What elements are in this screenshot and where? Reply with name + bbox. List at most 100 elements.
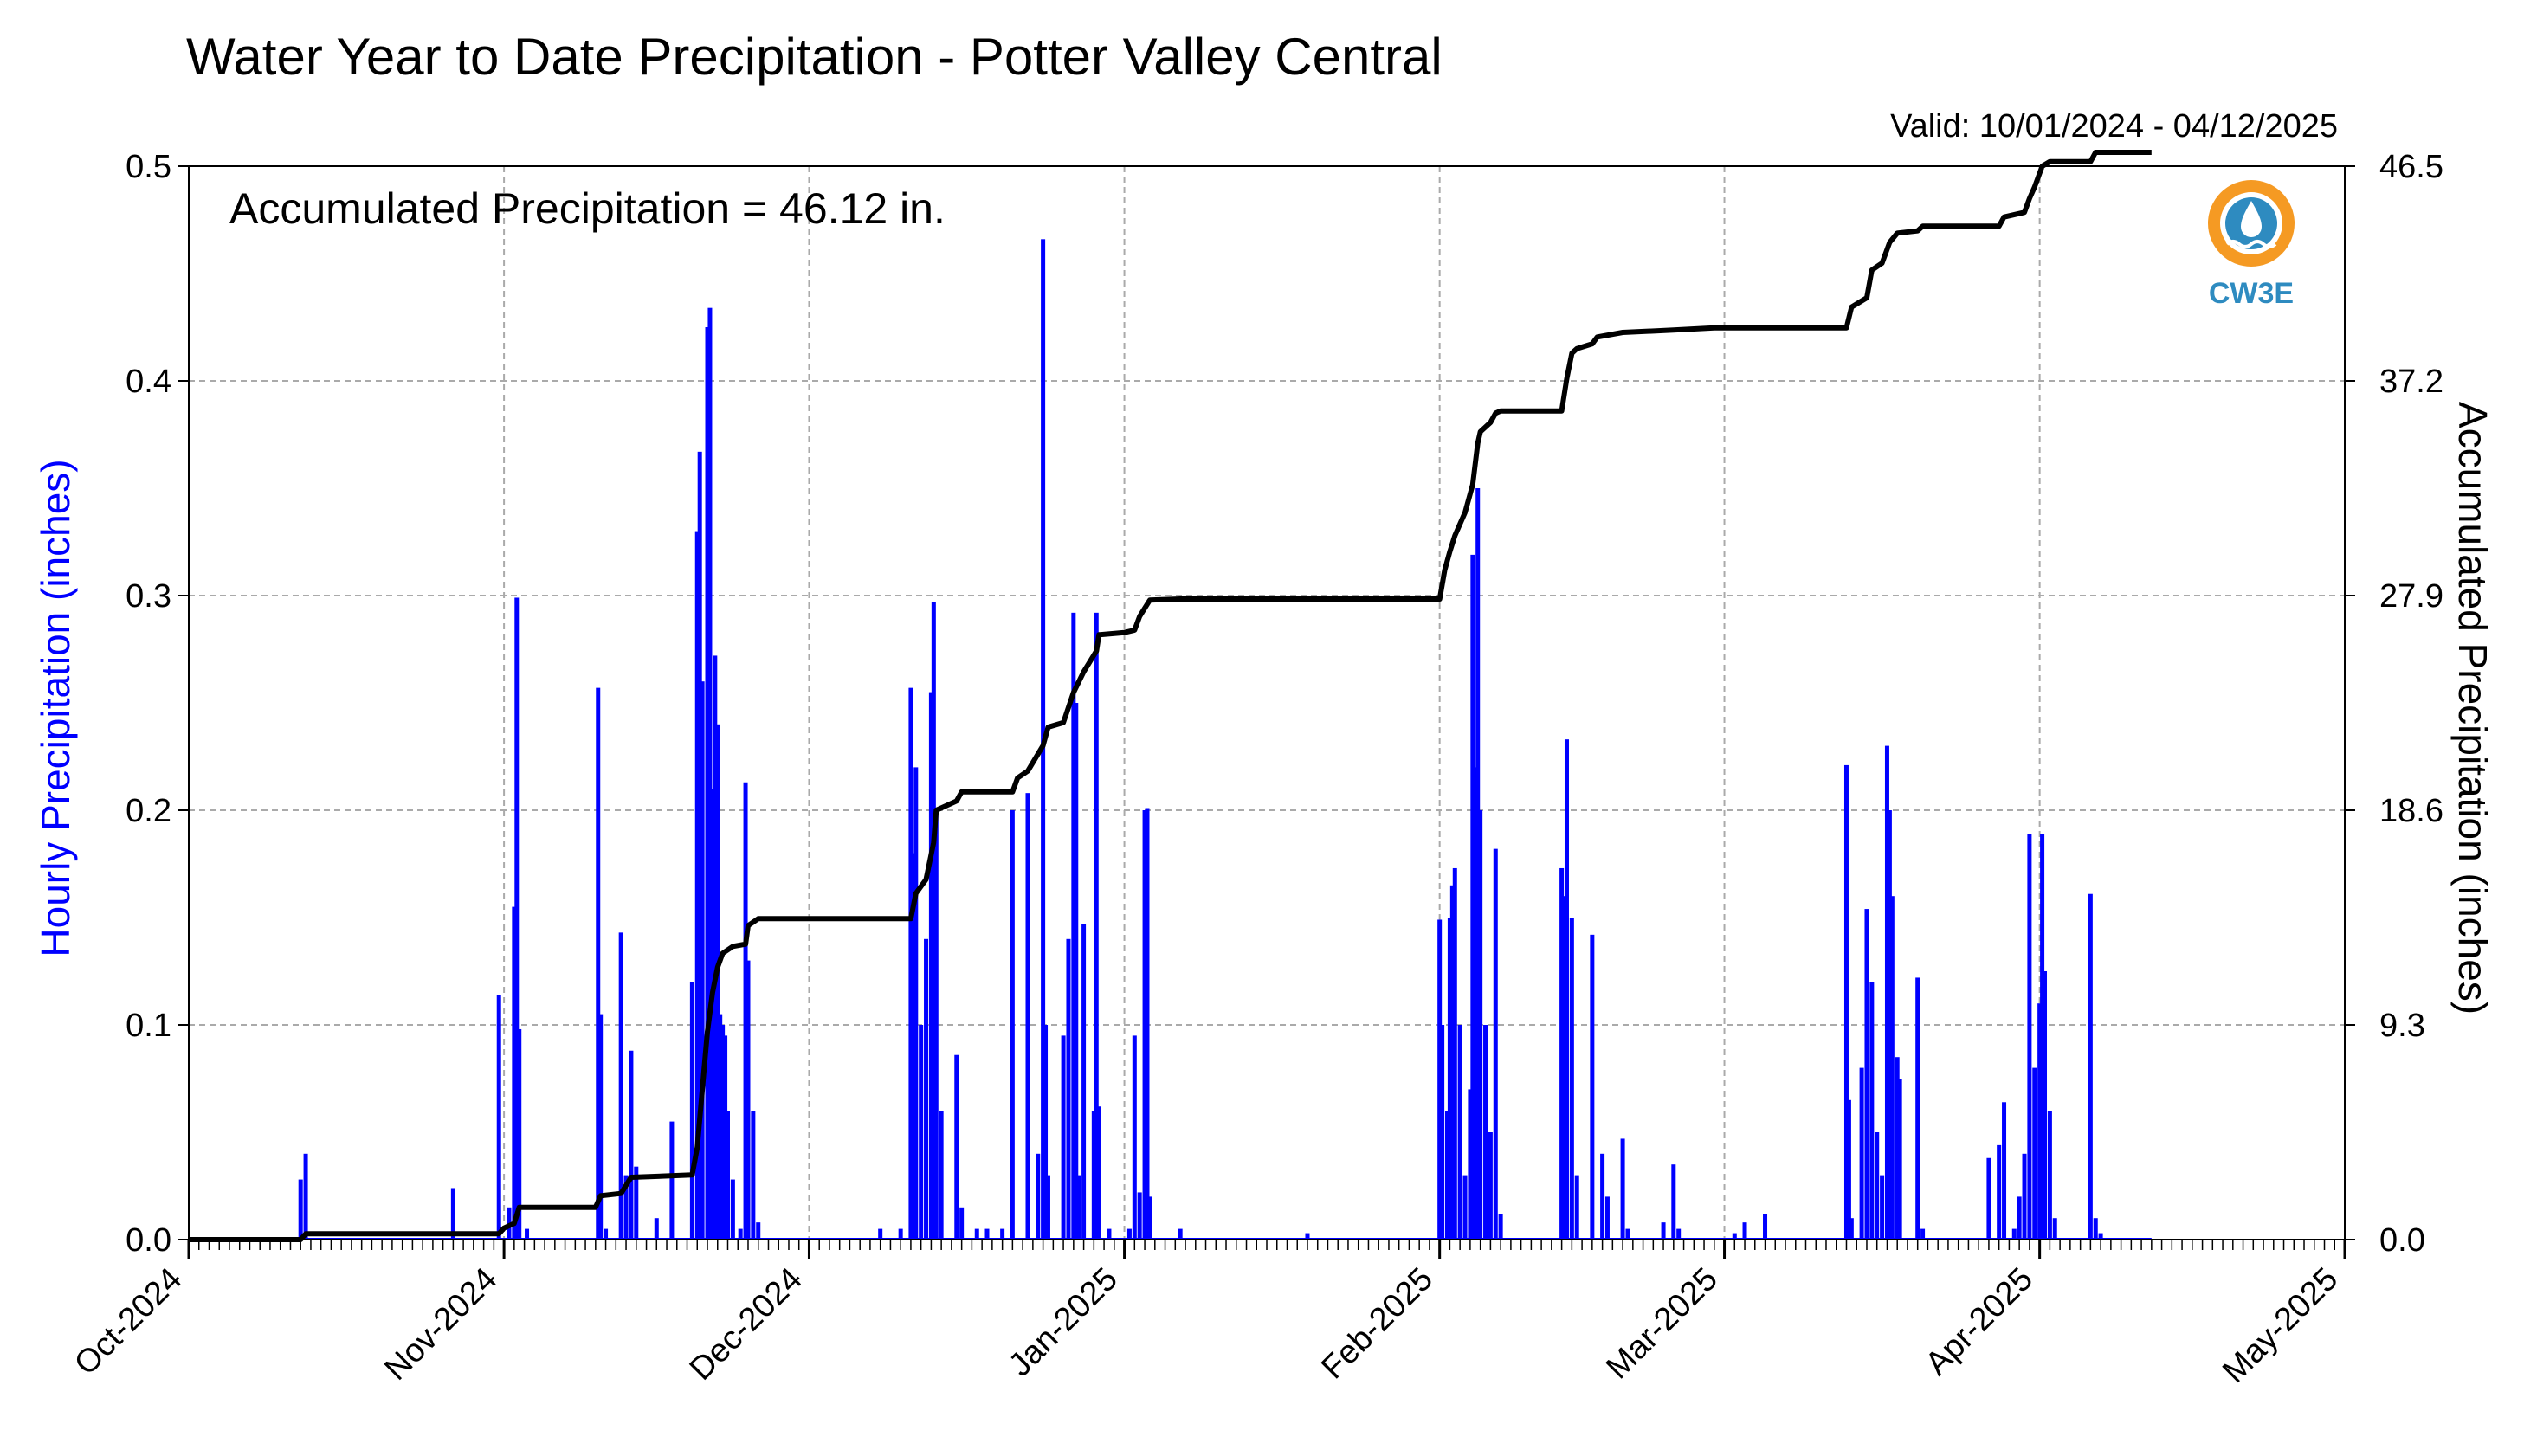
hourly-precip-bar — [1061, 1035, 1066, 1240]
hourly-precip-bar — [629, 1050, 634, 1240]
hourly-precip-bar — [1132, 1035, 1137, 1240]
hourly-precip-bar — [1742, 1222, 1747, 1240]
x-tick-label: Feb-2025 — [1314, 1261, 1440, 1387]
hourly-precip-bar — [756, 1222, 761, 1240]
hourly-precip-bar — [2032, 1067, 2037, 1240]
hourly-precip-bar — [1444, 1111, 1449, 1240]
hourly-precip-bar — [1889, 896, 1895, 1240]
cw3e-logo-text: CW3E — [2209, 277, 2294, 310]
hourly-precip-bar — [669, 1121, 675, 1240]
hourly-precip-bar — [604, 1228, 609, 1240]
hourly-precip-bar — [1915, 977, 1920, 1240]
hourly-precipitation-bars — [189, 239, 2152, 1240]
hourly-precip-bar — [298, 1179, 303, 1240]
y-left-tick-label: 0.2 — [126, 793, 171, 829]
hourly-precip-bar — [1096, 1106, 1101, 1240]
y-right-tick-label: 37.2 — [2379, 364, 2443, 400]
hourly-precip-bar — [959, 1207, 965, 1240]
y-right-tick-label: 27.9 — [2379, 578, 2443, 615]
hourly-precip-bar — [1493, 848, 1498, 1240]
hourly-precip-bar — [1094, 612, 1099, 1240]
hourly-precip-bar — [1081, 924, 1087, 1240]
hourly-precip-bar — [933, 810, 939, 1240]
hourly-precip-bar — [1875, 1132, 1880, 1240]
hourly-precip-bar — [1849, 1218, 1854, 1240]
x-tick-label: May-2025 — [2216, 1261, 2345, 1390]
hourly-precip-bar — [1600, 1153, 1605, 1240]
hourly-precip-bar — [908, 687, 913, 1240]
hourly-precip-bar — [751, 1111, 756, 1240]
y-axis-left-label: Hourly Precipitation (inches) — [33, 459, 78, 957]
hourly-precip-bar — [1025, 793, 1030, 1240]
hourly-precip-bar — [1483, 1025, 1488, 1240]
hourly-precip-bar — [1178, 1228, 1183, 1240]
hourly-precip-bar — [1846, 1099, 1851, 1240]
x-tick-label: Nov-2024 — [378, 1261, 504, 1388]
hourly-precip-bar — [1604, 1196, 1610, 1240]
wave-icon — [2225, 240, 2277, 248]
chart-title: Water Year to Date Precipitation - Potte… — [186, 28, 1443, 86]
hourly-precip-bar — [1137, 1192, 1142, 1240]
hourly-precip-bar — [2002, 1102, 2007, 1240]
y-right-tick-label: 0.0 — [2379, 1222, 2425, 1259]
hourly-precip-bar — [718, 1014, 723, 1240]
hourly-precip-bar — [738, 1228, 743, 1240]
hourly-precip-bar — [1559, 867, 1565, 1240]
hourly-precip-bar — [1869, 982, 1875, 1240]
x-tick-label: Mar-2025 — [1599, 1261, 1725, 1387]
hourly-precip-bar — [1470, 554, 1475, 1240]
hourly-precip-bar — [919, 1025, 924, 1240]
hourly-precip-bar — [1071, 612, 1076, 1240]
hourly-precip-bar — [623, 1175, 629, 1240]
hourly-precip-bar — [598, 1014, 604, 1240]
hourly-precip-bar — [913, 767, 919, 1240]
hourly-precip-bar — [1305, 1233, 1310, 1240]
hourly-precip-bar — [1447, 918, 1452, 1240]
hourly-precip-bar — [705, 327, 710, 1240]
hourly-precip-bar — [974, 1228, 979, 1240]
x-tick-label: Jan-2025 — [1002, 1261, 1125, 1384]
hourly-precip-bar — [1074, 703, 1079, 1240]
hourly-precip-bar — [1864, 909, 1869, 1240]
y-left-tick-label: 0.5 — [126, 149, 171, 185]
hourly-precip-bar — [2047, 1111, 2052, 1240]
hourly-precip-bar — [1732, 1233, 1737, 1240]
hourly-precip-bar — [1920, 1228, 1926, 1240]
droplet-icon — [2241, 201, 2262, 237]
hourly-precip-bar — [2088, 893, 2093, 1240]
y-left-tick-label: 0.0 — [126, 1222, 171, 1259]
hourly-precip-bar — [1997, 1144, 2002, 1240]
hourly-precip-bar — [1895, 1057, 1900, 1240]
hourly-precip-bar — [1036, 1153, 1041, 1240]
hourly-precip-bar — [2093, 1218, 2098, 1240]
hourly-precip-bar — [450, 1188, 455, 1240]
hourly-precip-bar — [525, 1228, 530, 1240]
hourly-precip-bar — [743, 782, 748, 1240]
hourly-precip-bar — [700, 681, 705, 1240]
hourly-precip-bar — [1473, 767, 1478, 1240]
hourly-precip-bar — [723, 1035, 728, 1240]
hourly-precip-bar — [654, 1218, 659, 1240]
hourly-precip-bar — [1142, 810, 1147, 1240]
hourly-precip-bar — [715, 724, 720, 1240]
hourly-precip-bar — [2022, 1153, 2027, 1240]
hourly-precip-bar — [496, 995, 501, 1240]
hourly-precip-bar — [1661, 1222, 1666, 1240]
accumulated-precipitation-series — [189, 150, 2152, 1242]
y-right-tick-label: 9.3 — [2379, 1008, 2425, 1044]
hourly-precip-bar — [1066, 938, 1071, 1240]
hourly-precip-bar — [1897, 1079, 1902, 1240]
hourly-precip-bar — [1475, 488, 1481, 1240]
hourly-precip-bar — [1449, 885, 1455, 1240]
hourly-precip-bar — [303, 1153, 308, 1240]
hourly-precip-bar — [2027, 834, 2032, 1240]
hourly-precip-bar — [1590, 934, 1595, 1240]
accumulated-precip-line — [189, 150, 2152, 1242]
hourly-precip-bar — [931, 602, 936, 1240]
hourly-precip-bar — [2040, 834, 2045, 1240]
hourly-precip-bar — [1884, 745, 1889, 1240]
hourly-precip-bar — [954, 1054, 959, 1240]
hourly-precip-bar — [1564, 739, 1569, 1240]
hourly-precip-bar — [694, 531, 700, 1240]
